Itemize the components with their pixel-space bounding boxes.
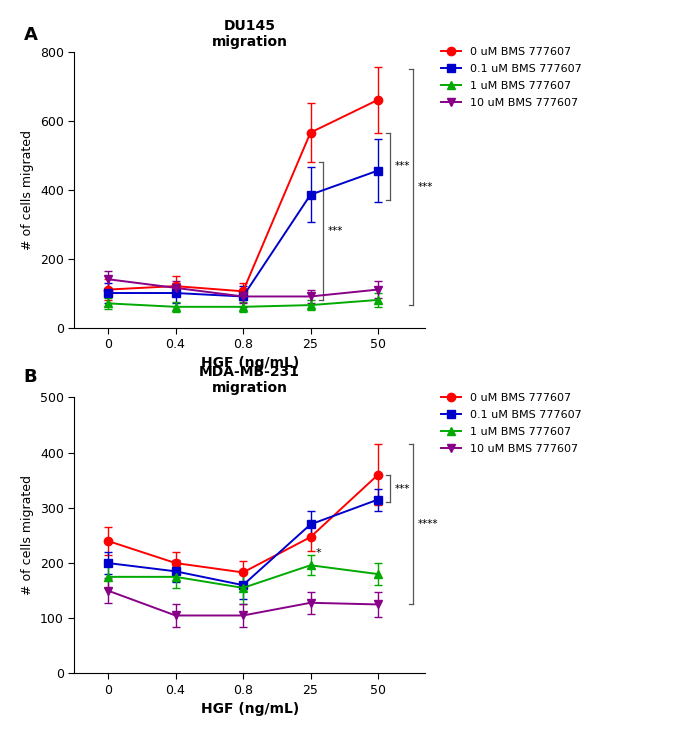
Text: ***: *** xyxy=(395,161,410,171)
Text: A: A xyxy=(24,26,38,43)
Legend: 0 uM BMS 777607, 0.1 uM BMS 777607, 1 uM BMS 777607, 10 uM BMS 777607: 0 uM BMS 777607, 0.1 uM BMS 777607, 1 uM… xyxy=(438,389,585,457)
Text: ***: *** xyxy=(418,182,433,192)
Text: *: * xyxy=(316,548,321,558)
Y-axis label: # of cells migrated: # of cells migrated xyxy=(22,130,34,250)
Text: ***: *** xyxy=(395,484,410,494)
Y-axis label: # of cells migrated: # of cells migrated xyxy=(22,475,34,595)
X-axis label: HGF (ng/mL): HGF (ng/mL) xyxy=(200,702,299,716)
Title: MDA-MB-231
migration: MDA-MB-231 migration xyxy=(199,364,300,395)
X-axis label: HGF (ng/mL): HGF (ng/mL) xyxy=(200,356,299,370)
Text: ****: **** xyxy=(418,520,438,529)
Legend: 0 uM BMS 777607, 0.1 uM BMS 777607, 1 uM BMS 777607, 10 uM BMS 777607: 0 uM BMS 777607, 0.1 uM BMS 777607, 1 uM… xyxy=(438,43,585,111)
Text: B: B xyxy=(24,368,37,386)
Title: DU145
migration: DU145 migration xyxy=(212,18,288,49)
Text: ***: *** xyxy=(327,226,343,236)
